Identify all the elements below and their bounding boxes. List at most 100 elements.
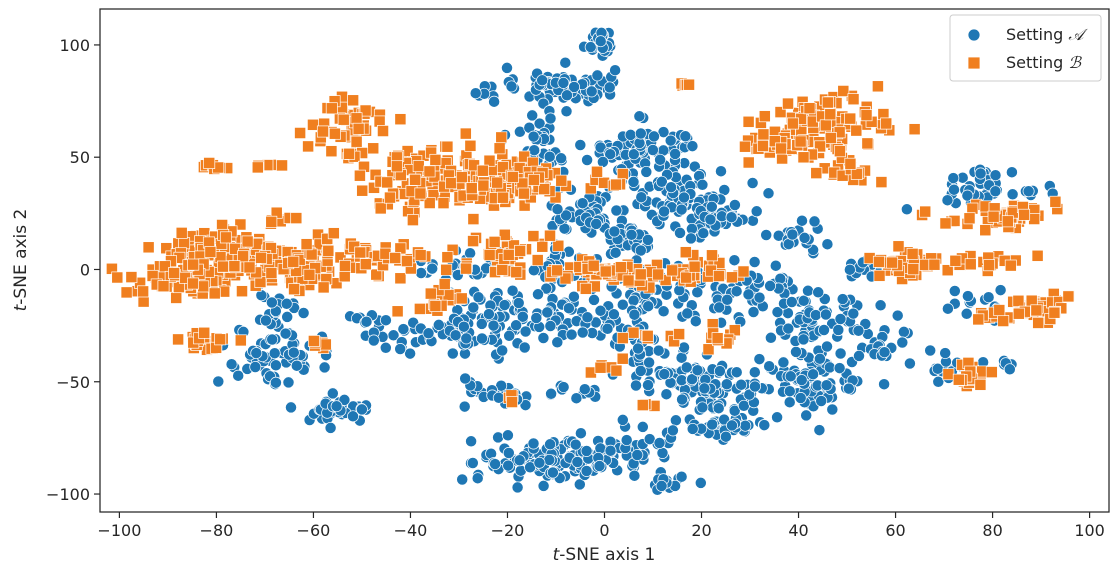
- x-tick-label: −20: [491, 521, 525, 540]
- point-setting-a: [594, 141, 607, 154]
- point-setting-a: [809, 309, 822, 322]
- point-setting-b: [536, 240, 549, 253]
- point-setting-a: [812, 286, 825, 299]
- point-setting-a: [578, 383, 591, 396]
- point-setting-a: [974, 167, 987, 180]
- point-setting-a: [818, 324, 830, 336]
- point-setting-b: [506, 171, 519, 183]
- legend-label-setting-a-prefix: Setting: [1006, 25, 1068, 44]
- point-setting-b: [907, 263, 920, 276]
- point-setting-a: [404, 347, 417, 360]
- point-setting-a: [620, 434, 633, 447]
- point-setting-b: [742, 156, 755, 169]
- point-setting-a: [476, 332, 488, 345]
- point-setting-b: [527, 173, 540, 186]
- point-setting-a: [679, 130, 692, 143]
- point-setting-b: [317, 281, 330, 294]
- point-setting-a: [501, 61, 513, 74]
- point-setting-b: [527, 230, 540, 243]
- point-setting-b: [627, 326, 640, 339]
- point-setting-a: [712, 402, 725, 415]
- point-setting-a: [674, 226, 686, 239]
- legend-label-setting-b-symbol: ℬ: [1068, 53, 1082, 72]
- point-setting-b: [496, 161, 509, 174]
- point-setting-a: [634, 364, 647, 377]
- point-setting-a: [232, 369, 245, 382]
- point-setting-a: [642, 379, 654, 392]
- point-setting-b: [339, 259, 351, 272]
- point-setting-b: [423, 165, 436, 178]
- point-setting-a: [559, 56, 572, 69]
- point-setting-a: [698, 382, 711, 395]
- point-setting-b: [908, 123, 921, 136]
- point-setting-b: [429, 153, 442, 166]
- point-setting-a: [492, 391, 505, 404]
- point-setting-b: [963, 212, 976, 225]
- point-setting-a: [749, 380, 761, 393]
- point-setting-b: [438, 278, 451, 291]
- point-setting-a: [658, 368, 671, 381]
- point-setting-b: [614, 261, 627, 274]
- point-setting-a: [265, 296, 278, 309]
- point-setting-a: [897, 325, 910, 338]
- point-setting-b: [757, 139, 769, 152]
- point-setting-a: [808, 215, 821, 228]
- point-setting-a: [297, 307, 310, 319]
- point-setting-a: [680, 361, 693, 374]
- point-setting-a: [446, 347, 459, 360]
- point-setting-b: [142, 241, 155, 254]
- point-setting-a: [790, 345, 802, 358]
- point-setting-a: [694, 476, 707, 489]
- point-setting-b: [394, 272, 407, 285]
- point-setting-a: [686, 140, 699, 153]
- point-setting-a: [585, 85, 598, 98]
- point-setting-b: [803, 102, 816, 115]
- point-setting-a: [797, 294, 810, 307]
- point-setting-a: [769, 259, 782, 272]
- point-setting-b: [496, 263, 509, 276]
- point-setting-b: [786, 117, 799, 130]
- point-setting-b: [873, 269, 886, 282]
- point-setting-a: [482, 308, 495, 321]
- point-setting-b: [172, 333, 185, 346]
- point-setting-a: [616, 298, 629, 311]
- point-setting-a: [762, 187, 775, 200]
- point-setting-a: [826, 403, 839, 416]
- point-setting-a: [726, 419, 738, 432]
- point-setting-a: [601, 322, 614, 335]
- point-setting-b: [243, 261, 256, 274]
- point-setting-a: [704, 213, 717, 226]
- point-setting-a: [764, 279, 777, 292]
- point-setting-a: [526, 109, 539, 122]
- point-setting-b: [356, 184, 369, 197]
- point-setting-a: [800, 409, 813, 422]
- point-setting-a: [459, 372, 472, 385]
- point-setting-a: [771, 306, 784, 319]
- y-tick-label: 50: [70, 148, 90, 167]
- point-setting-a: [625, 228, 638, 241]
- point-setting-a: [557, 381, 570, 394]
- point-setting-a: [713, 365, 726, 378]
- point-setting-b: [616, 352, 629, 365]
- point-setting-b: [350, 112, 363, 125]
- point-setting-b: [850, 167, 863, 180]
- point-setting-b: [477, 179, 490, 192]
- point-setting-a: [569, 438, 582, 451]
- point-setting-b: [429, 300, 442, 312]
- point-setting-a: [641, 233, 654, 246]
- point-setting-a: [568, 81, 581, 93]
- point-setting-a: [673, 284, 686, 297]
- point-setting-a: [533, 456, 546, 469]
- point-setting-b: [506, 396, 518, 408]
- point-setting-a: [758, 419, 771, 432]
- point-setting-a: [948, 183, 960, 196]
- point-setting-b: [125, 271, 138, 284]
- point-setting-b: [305, 248, 318, 261]
- point-setting-b: [491, 176, 504, 189]
- point-setting-a: [513, 454, 526, 467]
- point-setting-a: [269, 376, 282, 389]
- point-setting-a: [604, 444, 617, 457]
- legend: Setting 𝒜 Setting ℬ: [949, 14, 1102, 82]
- point-setting-a: [567, 290, 580, 303]
- point-setting-a: [632, 342, 645, 355]
